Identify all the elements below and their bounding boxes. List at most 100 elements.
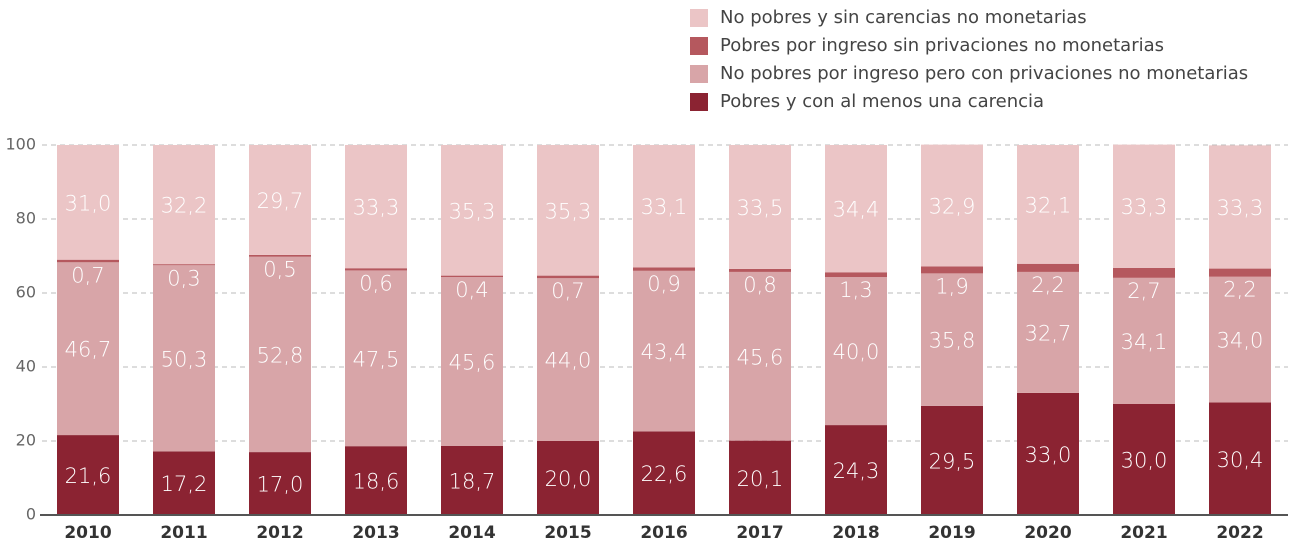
value-label: 0,9 [647,272,680,296]
value-label: 34,4 [833,198,880,222]
y-tick-label: 60 [16,283,36,302]
legend-label: Pobres y con al menos una carencia [720,91,1044,112]
value-label: 30,0 [1121,449,1168,473]
bar-segment [249,254,311,257]
value-label: 0,4 [455,278,488,302]
value-label: 2,2 [1223,278,1256,302]
bar-segment [825,277,887,426]
bar-segment [153,451,215,515]
x-tick-label: 2018 [832,523,879,543]
x-tick-label: 2016 [640,523,687,543]
bar-segment [921,266,983,274]
value-label: 0,3 [167,266,200,290]
x-tick-label: 2021 [1120,523,1167,543]
value-label: 32,9 [929,194,976,218]
y-tick-label: 80 [16,209,36,228]
value-label: 1,3 [839,278,872,302]
value-label: 45,6 [449,350,496,374]
bar-segment [825,272,887,278]
value-label: 47,5 [353,347,400,371]
bar-segment [729,440,791,515]
x-tick-label: 2022 [1216,523,1263,543]
legend-swatch [690,37,708,55]
bar-segment [1209,268,1271,277]
bar-segment [153,265,215,452]
value-label: 0,7 [551,279,584,303]
legend-swatch [690,93,708,111]
value-label: 30,4 [1217,448,1264,472]
bar-segment [249,145,311,255]
bar-segment [441,277,503,446]
x-tick-label: 2015 [544,523,591,543]
bar-segment [1113,277,1175,404]
bar-segment [1017,145,1079,264]
bar-segment [441,275,503,278]
value-label: 35,3 [545,199,592,223]
value-label: 50,3 [161,347,208,371]
bar-segment [249,452,311,515]
bar-segment [153,145,215,265]
value-label: 46,7 [65,338,112,362]
bar-segment [345,270,407,447]
value-label: 29,5 [929,449,976,473]
bar-segment [1017,271,1079,393]
value-label: 52,8 [257,343,304,367]
bar-segment [1209,402,1271,515]
bar-segment [1113,267,1175,278]
value-label: 35,8 [929,329,976,353]
legend-swatch [690,9,708,27]
bar-segment [729,268,791,272]
value-label: 24,3 [833,459,880,483]
bar-segment [345,145,407,269]
value-label: 40,0 [833,340,880,364]
bar-segment [537,441,599,515]
value-label: 20,1 [737,467,784,491]
bar-segment [1209,145,1271,269]
bar-segment [57,259,119,263]
x-tick-label: 2017 [736,523,783,543]
bar-segment [57,145,119,260]
x-tick-label: 2010 [64,523,111,543]
bar-segment [249,256,311,453]
bar-segment [1113,144,1175,268]
bar-segment [345,446,407,515]
value-label: 0,6 [359,271,392,295]
value-label: 0,8 [743,273,776,297]
value-label: 33,3 [353,196,400,220]
bar-segment [537,145,599,276]
value-label: 18,6 [353,470,400,494]
bar-segment [825,145,887,273]
bar-segment [1113,404,1175,515]
value-label: 20,0 [545,467,592,491]
value-label: 31,0 [65,191,112,215]
bar-segment [153,264,215,266]
bar-segment [1017,263,1079,272]
value-label: 43,4 [641,340,688,364]
bar-segment [57,435,119,515]
value-label: 35,3 [449,199,496,223]
value-label: 33,3 [1217,196,1264,220]
x-tick-label: 2014 [448,523,495,543]
value-label: 33,1 [641,195,688,219]
legend-label: No pobres y sin carencias no monetarias [720,7,1087,28]
value-label: 29,7 [257,189,304,213]
bar-segment [441,145,503,276]
bar-segment [921,273,983,406]
value-label: 33,3 [1121,195,1168,219]
bar-segment [345,268,407,271]
x-tick-label: 2013 [352,523,399,543]
value-label: 44,0 [545,349,592,373]
value-label: 32,7 [1025,321,1072,345]
value-label: 2,2 [1031,273,1064,297]
y-tick-label: 100 [5,135,36,154]
y-tick-label: 20 [16,431,36,450]
bar-segment [633,267,695,271]
bar-segment [825,425,887,515]
value-label: 22,6 [641,462,688,486]
value-label: 0,7 [71,263,104,287]
value-label: 34,0 [1217,329,1264,353]
legend-swatch [690,65,708,83]
bar-segment [729,271,791,441]
bar-segment [57,262,119,436]
